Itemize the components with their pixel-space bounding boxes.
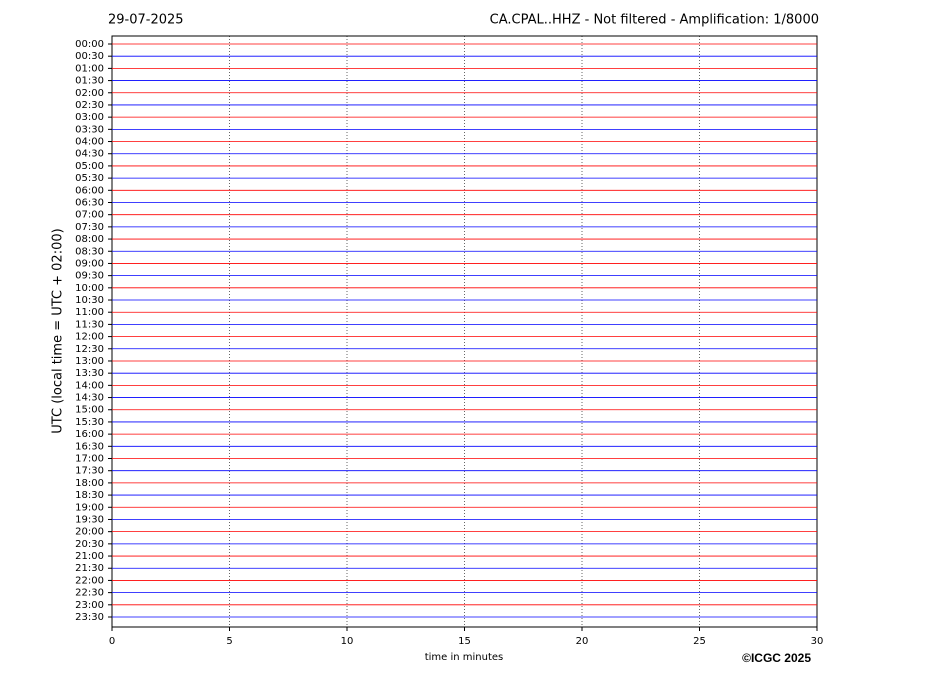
y-tick-label: 12:30	[75, 344, 104, 355]
y-tick-label: 17:00	[75, 454, 104, 465]
y-tick-label: 01:00	[75, 63, 104, 74]
credit: ©ICGC 2025	[742, 651, 811, 665]
y-tick-label: 21:00	[75, 551, 104, 562]
y-tick-label: 13:30	[75, 368, 104, 379]
x-tick-label: 10	[341, 636, 354, 647]
x-tick-label: 5	[226, 636, 232, 647]
y-tick-label: 17:30	[75, 466, 104, 477]
x-tick-label: 20	[576, 636, 589, 647]
y-tick-label: 00:30	[75, 51, 104, 62]
y-tick-label: 20:00	[75, 527, 104, 538]
y-tick-label: 18:00	[75, 478, 104, 489]
y-axis-label: UTC (local time = UTC + 02:00)	[51, 228, 66, 433]
y-tick-label: 14:30	[75, 393, 104, 404]
y-tick-label: 12:00	[75, 332, 104, 343]
y-tick-label: 19:30	[75, 514, 104, 525]
y-tick-label: 07:00	[75, 210, 104, 221]
y-tick-label: 04:30	[75, 149, 104, 160]
y-tick-label: 09:30	[75, 271, 104, 282]
y-tick-label: 20:30	[75, 539, 104, 550]
x-tick-label: 25	[693, 636, 706, 647]
y-tick-label: 16:00	[75, 429, 104, 440]
y-tick-label: 02:30	[75, 100, 104, 111]
y-tick-label: 04:00	[75, 137, 104, 148]
y-tick-label: 18:30	[75, 490, 104, 501]
y-tick-label: 00:00	[75, 39, 104, 50]
y-tick-label: 22:00	[75, 575, 104, 586]
y-tick-label: 02:00	[75, 88, 104, 99]
chart-title: 29-07-2025	[108, 13, 184, 28]
y-tick-label: 06:30	[75, 197, 104, 208]
y-tick-label: 08:00	[75, 234, 104, 245]
x-tick-label: 15	[458, 636, 471, 647]
x-tick-label: 0	[109, 636, 115, 647]
y-tick-label: 23:30	[75, 612, 104, 623]
y-tick-label: 16:30	[75, 441, 104, 452]
y-tick-label: 21:30	[75, 563, 104, 574]
plot-frame	[111, 35, 818, 628]
y-tick-label: 15:00	[75, 405, 104, 416]
y-tick-label: 11:00	[75, 307, 104, 318]
x-axis-label: time in minutes	[425, 652, 504, 663]
y-tick-label: 11:30	[75, 319, 104, 330]
y-tick-label: 05:00	[75, 161, 104, 172]
y-tick-label: 09:00	[75, 258, 104, 269]
y-tick-label: 05:30	[75, 173, 104, 184]
y-tick-label: 13:00	[75, 356, 104, 367]
y-tick-label: 19:00	[75, 502, 104, 513]
y-tick-label: 07:30	[75, 222, 104, 233]
y-tick-label: 15:30	[75, 417, 104, 428]
y-tick-label: 23:00	[75, 600, 104, 611]
x-tick-label: 30	[811, 636, 824, 647]
y-tick-label: 08:30	[75, 246, 104, 257]
y-tick-label: 10:00	[75, 283, 104, 294]
y-tick-label: 03:00	[75, 112, 104, 123]
y-tick-label: 06:00	[75, 185, 104, 196]
y-tick-label: 14:00	[75, 380, 104, 391]
y-tick-label: 03:30	[75, 124, 104, 135]
y-tick-label: 10:30	[75, 295, 104, 306]
chart-subtitle: CA.CPAL..HHZ - Not filtered - Amplificat…	[490, 13, 819, 28]
y-tick-label: 01:30	[75, 76, 104, 87]
y-tick-label: 22:30	[75, 588, 104, 599]
